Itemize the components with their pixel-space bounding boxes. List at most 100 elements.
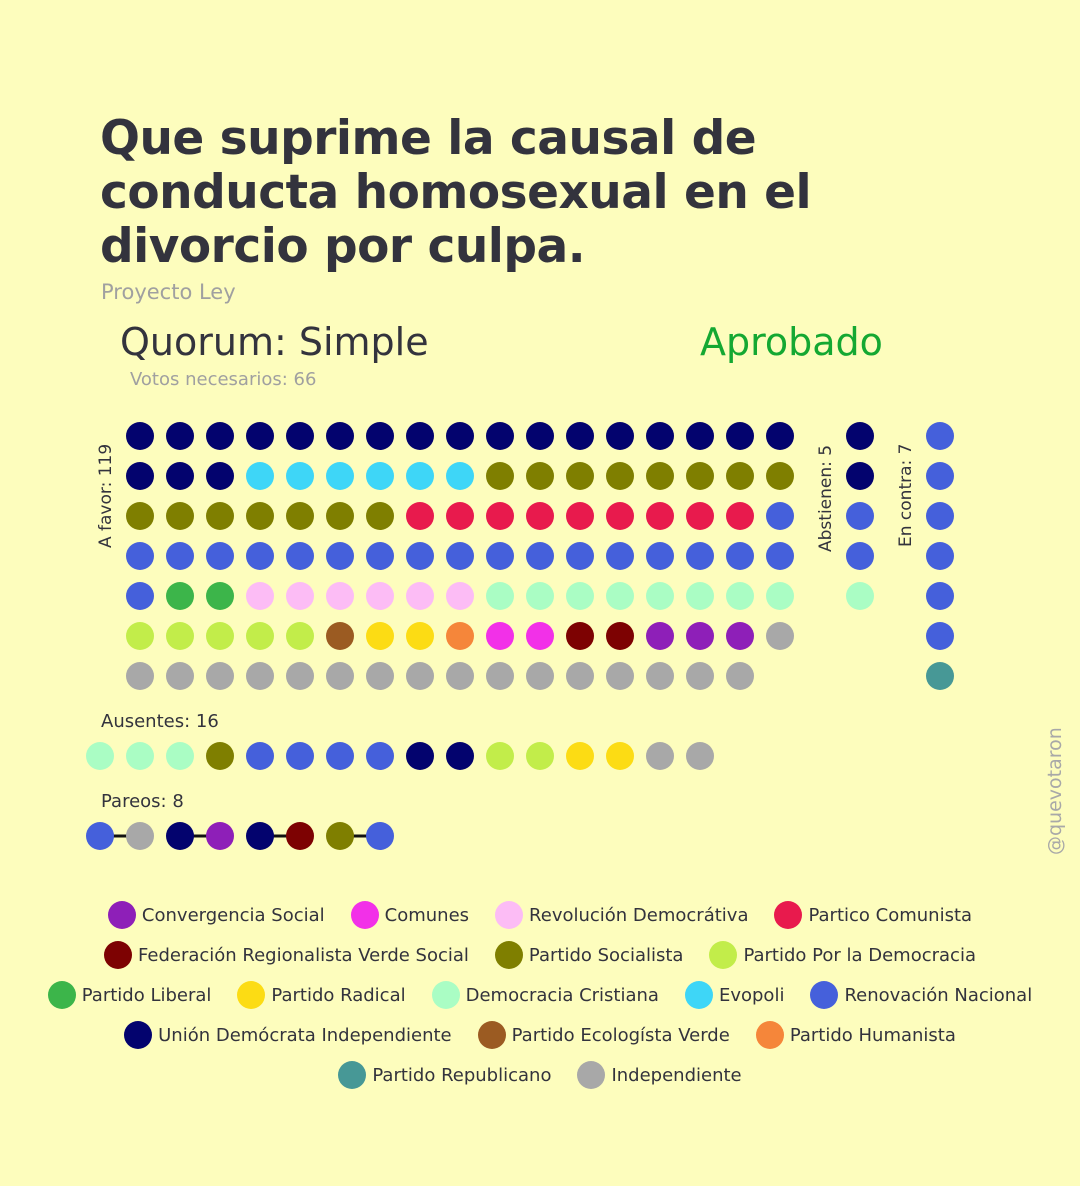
legend-label: Convergencia Social (141, 904, 325, 926)
vote-dot-a-favor (686, 422, 714, 450)
vote-dot-a-favor (526, 422, 554, 450)
legend-swatch (477, 1021, 506, 1049)
legend-swatch (577, 1061, 606, 1089)
vote-dot-pareo (246, 822, 274, 850)
vote-dot-pareo (286, 822, 314, 850)
vote-dot-a-favor (646, 542, 674, 570)
legend-label: Democracia Cristiana (465, 984, 659, 1006)
vote-dot-a-favor (406, 462, 434, 490)
legend-item: Partido Republicano (338, 1061, 551, 1089)
vote-dot-a-favor (126, 542, 154, 570)
legend-row: Convergencia Social Comunes Revolución Dem… (20, 895, 1060, 935)
vote-dot-a-favor (406, 542, 434, 570)
legend-item: Unión Demócrata Independiente (124, 1021, 452, 1049)
vote-dot-a-favor (206, 582, 234, 610)
vote-dot-a-favor (526, 622, 554, 650)
vote-dot-a-favor (286, 422, 314, 450)
vote-dot-a-favor (726, 502, 754, 530)
vote-dot-a-favor (366, 542, 394, 570)
vote-dot-a-favor (326, 542, 354, 570)
vote-dot-a-favor (246, 462, 274, 490)
vote-dot-pareo (206, 822, 234, 850)
vote-dot-a-favor (646, 422, 674, 450)
vote-dot-ausente (246, 742, 274, 770)
vote-dot-a-favor (766, 462, 794, 490)
legend-label: Partido Humanista (789, 1024, 956, 1046)
vote-dot-a-favor (646, 502, 674, 530)
vote-dot-a-favor (686, 502, 714, 530)
legend-item: Partico Comunista (774, 901, 972, 929)
vote-dot-a-favor (526, 502, 554, 530)
legend-swatch (495, 901, 524, 929)
vote-dot-ausente (566, 742, 594, 770)
vote-dot-a-favor (206, 662, 234, 690)
vote-dot-a-favor (726, 622, 754, 650)
vote-dot-a-favor (606, 502, 634, 530)
vote-dot-a-favor (726, 582, 754, 610)
vote-dot-a-favor (406, 662, 434, 690)
vote-dot-en-contra (926, 662, 954, 690)
vote-dot-a-favor (246, 622, 274, 650)
vote-dot-ausente (406, 742, 434, 770)
vote-dot-a-favor (446, 662, 474, 690)
vote-dot-ausente (326, 742, 354, 770)
vote-dot-a-favor (246, 582, 274, 610)
vote-dot-a-favor (686, 462, 714, 490)
legend-swatch (107, 901, 136, 929)
legend-item: Partido Ecologísta Verde (477, 1021, 730, 1049)
vote-dot-a-favor (726, 662, 754, 690)
bill-type: Proyecto Ley (101, 280, 236, 304)
vote-dot-a-favor (526, 462, 554, 490)
vote-dot-a-favor (486, 502, 514, 530)
legend-label: Independiente (611, 1064, 742, 1086)
legend-item: Partido Por la Democracia (709, 941, 976, 969)
vote-dot-a-favor (486, 422, 514, 450)
vote-dot-a-favor (326, 622, 354, 650)
vote-dot-a-favor (486, 462, 514, 490)
vote-dot-ausente (286, 742, 314, 770)
vote-dot-a-favor (446, 422, 474, 450)
vote-dot-a-favor (766, 502, 794, 530)
vote-dot-ausente (166, 742, 194, 770)
vote-dot-en-contra (926, 622, 954, 650)
legend-swatch (431, 981, 460, 1009)
ausentes-label: Ausentes: 16 (101, 711, 219, 732)
vote-dot-a-favor (566, 502, 594, 530)
legend-row: Partido Liberal Partido Radical Democracia… (20, 975, 1060, 1015)
vote-dot-a-favor (166, 502, 194, 530)
vote-dot-a-favor (326, 462, 354, 490)
party-legend: Convergencia Social Comunes Revolución Dem… (20, 895, 1060, 1095)
legend-label: Unión Demócrata Independiente (158, 1024, 452, 1046)
legend-row: Partido Republicano Independiente (20, 1055, 1060, 1095)
vote-dot-a-favor (606, 462, 634, 490)
vote-dot-a-favor (166, 462, 194, 490)
vote-dot-a-favor (286, 662, 314, 690)
vote-dot-a-favor (526, 542, 554, 570)
vote-dot-a-favor (366, 422, 394, 450)
vote-dot-a-favor (766, 622, 794, 650)
legend-label: Partico Comunista (808, 904, 973, 926)
legend-swatch (774, 901, 803, 929)
pareos-label: Pareos: 8 (101, 791, 184, 812)
vote-dot-a-favor (166, 662, 194, 690)
vote-dot-a-favor (206, 422, 234, 450)
vote-dot-a-favor (286, 622, 314, 650)
vote-dot-pareo (326, 822, 354, 850)
legend-item: Renovación Nacional (810, 981, 1032, 1009)
legend-label: Partido Por la Democracia (743, 944, 976, 966)
vote-dot-a-favor (326, 662, 354, 690)
legend-swatch (494, 941, 523, 969)
legend-label: Evopoli (718, 984, 785, 1006)
vote-dot-a-favor (686, 622, 714, 650)
vote-dot-a-favor (326, 582, 354, 610)
legend-item: Democracia Cristiana (431, 981, 659, 1009)
legend-label: Federación Regionalista Verde Social (138, 944, 469, 966)
watermark: @quevotaron (1044, 727, 1066, 855)
legend-swatch (810, 981, 839, 1009)
vote-dot-a-favor (286, 542, 314, 570)
legend-label: Partido Socialista (528, 944, 684, 966)
vote-dot-ausente (126, 742, 154, 770)
vote-dot-a-favor (486, 542, 514, 570)
vote-dot-pareo (366, 822, 394, 850)
legend-label: Partido Radical (271, 984, 406, 1006)
